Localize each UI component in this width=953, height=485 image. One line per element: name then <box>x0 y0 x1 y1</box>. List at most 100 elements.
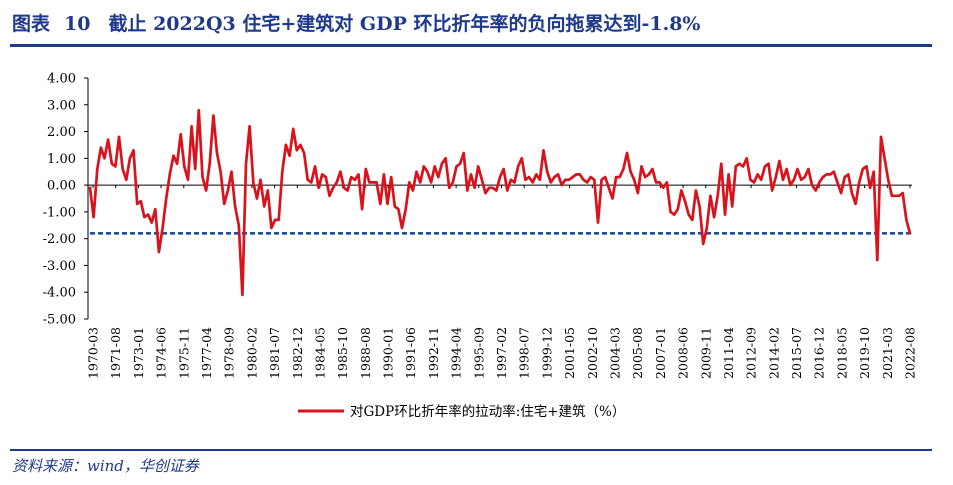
data-point <box>187 179 189 181</box>
data-point <box>782 179 784 181</box>
data-point <box>365 168 367 170</box>
x-tick-label: 1974-06 <box>154 327 169 379</box>
data-point <box>114 165 117 168</box>
y-tick-label: -5.00 <box>43 313 76 328</box>
x-tick-label: 1991-06 <box>403 327 418 379</box>
y-tick-label: 0.00 <box>47 179 76 194</box>
data-point <box>593 179 596 181</box>
figure-label: 图表 <box>12 13 51 35</box>
data-point <box>684 200 686 202</box>
data-point <box>662 187 665 189</box>
data-point <box>753 181 755 184</box>
data-point <box>622 168 625 170</box>
series-line <box>88 108 912 297</box>
data-point <box>901 192 904 194</box>
data-point <box>880 136 882 138</box>
data-point <box>426 170 429 173</box>
data-point <box>891 195 893 197</box>
data-point <box>528 176 530 178</box>
x-tick-label: 1973-01 <box>131 327 146 379</box>
data-point <box>270 227 273 229</box>
data-point <box>905 219 908 221</box>
data-point <box>477 165 480 168</box>
x-tick-label: 2018-05 <box>834 327 849 379</box>
data-point <box>658 181 661 184</box>
data-point <box>851 192 853 194</box>
data-point <box>731 205 733 208</box>
data-point <box>147 213 149 216</box>
data-point <box>789 184 792 186</box>
data-point <box>339 170 342 173</box>
data-point <box>745 157 748 160</box>
data-point <box>310 181 313 184</box>
data-point <box>172 154 175 157</box>
data-point <box>299 144 302 146</box>
data-point <box>724 213 726 216</box>
x-tick-label: 1981-07 <box>267 327 282 379</box>
x-tick-label: 1994-04 <box>449 327 464 379</box>
data-point <box>368 181 371 184</box>
data-point <box>542 149 545 152</box>
data-point <box>335 181 338 184</box>
x-tick-label: 1977-04 <box>199 327 214 379</box>
data-point <box>238 224 240 227</box>
data-point <box>716 195 719 197</box>
data-point <box>459 162 461 165</box>
figure-title: 截止 2022Q3 住宅+建筑对 GDP 环比折年率的负向拖累达到-1.8% <box>108 13 701 35</box>
x-tick-label: 1995-09 <box>471 327 486 379</box>
data-point <box>158 251 160 253</box>
data-point <box>183 165 186 168</box>
data-point <box>314 165 316 168</box>
x-tick-label: 1985-10 <box>335 327 350 379</box>
x-tick-label: 2021-03 <box>880 327 895 379</box>
data-point <box>92 216 95 218</box>
data-point <box>473 187 476 189</box>
data-point <box>176 162 178 165</box>
data-point <box>462 152 465 154</box>
x-tick-label: 2004-03 <box>607 327 622 379</box>
data-point <box>648 173 650 176</box>
data-point <box>455 165 458 168</box>
data-point <box>600 179 603 181</box>
data-point <box>804 176 806 178</box>
data-point <box>586 181 588 184</box>
data-point <box>234 205 236 208</box>
x-axis: 1970-03 1971-08 1973-01 1974-06 1975-11 1977-… <box>86 184 918 379</box>
data-point <box>883 157 886 160</box>
data-point <box>481 179 483 181</box>
data-point <box>230 170 233 173</box>
x-tick-label: 2016-12 <box>812 327 827 379</box>
data-point <box>205 189 207 192</box>
data-point <box>510 179 512 181</box>
data-point <box>865 165 868 168</box>
data-point <box>408 181 411 184</box>
data-point <box>386 203 389 205</box>
data-point <box>488 187 490 189</box>
data-point <box>706 227 708 229</box>
data-point <box>521 157 523 160</box>
data-point <box>673 213 675 216</box>
x-tick-label: 1992-11 <box>426 327 441 379</box>
data-point <box>343 187 345 189</box>
data-point <box>869 187 871 189</box>
data-point <box>568 179 570 181</box>
data-point <box>140 200 142 202</box>
y-tick-label: -1.00 <box>43 205 76 220</box>
x-tick-label: 1975-11 <box>176 327 191 379</box>
legend: 对GDP环比折年率的拉动率:住宅+建筑（%） <box>298 403 625 420</box>
data-point <box>107 138 109 141</box>
data-point <box>252 181 255 184</box>
x-tick-label: 1980-02 <box>244 327 259 379</box>
data-point <box>412 189 414 192</box>
data-point <box>248 125 251 127</box>
data-point <box>448 187 451 189</box>
data-point <box>430 181 432 184</box>
data-point <box>317 187 320 189</box>
data-point <box>354 179 356 181</box>
data-point <box>582 179 585 181</box>
x-tick-label: 1984-05 <box>312 327 327 379</box>
footer-rule <box>10 449 932 451</box>
x-tick-label: 2015-07 <box>789 327 804 379</box>
data-point <box>771 189 773 192</box>
